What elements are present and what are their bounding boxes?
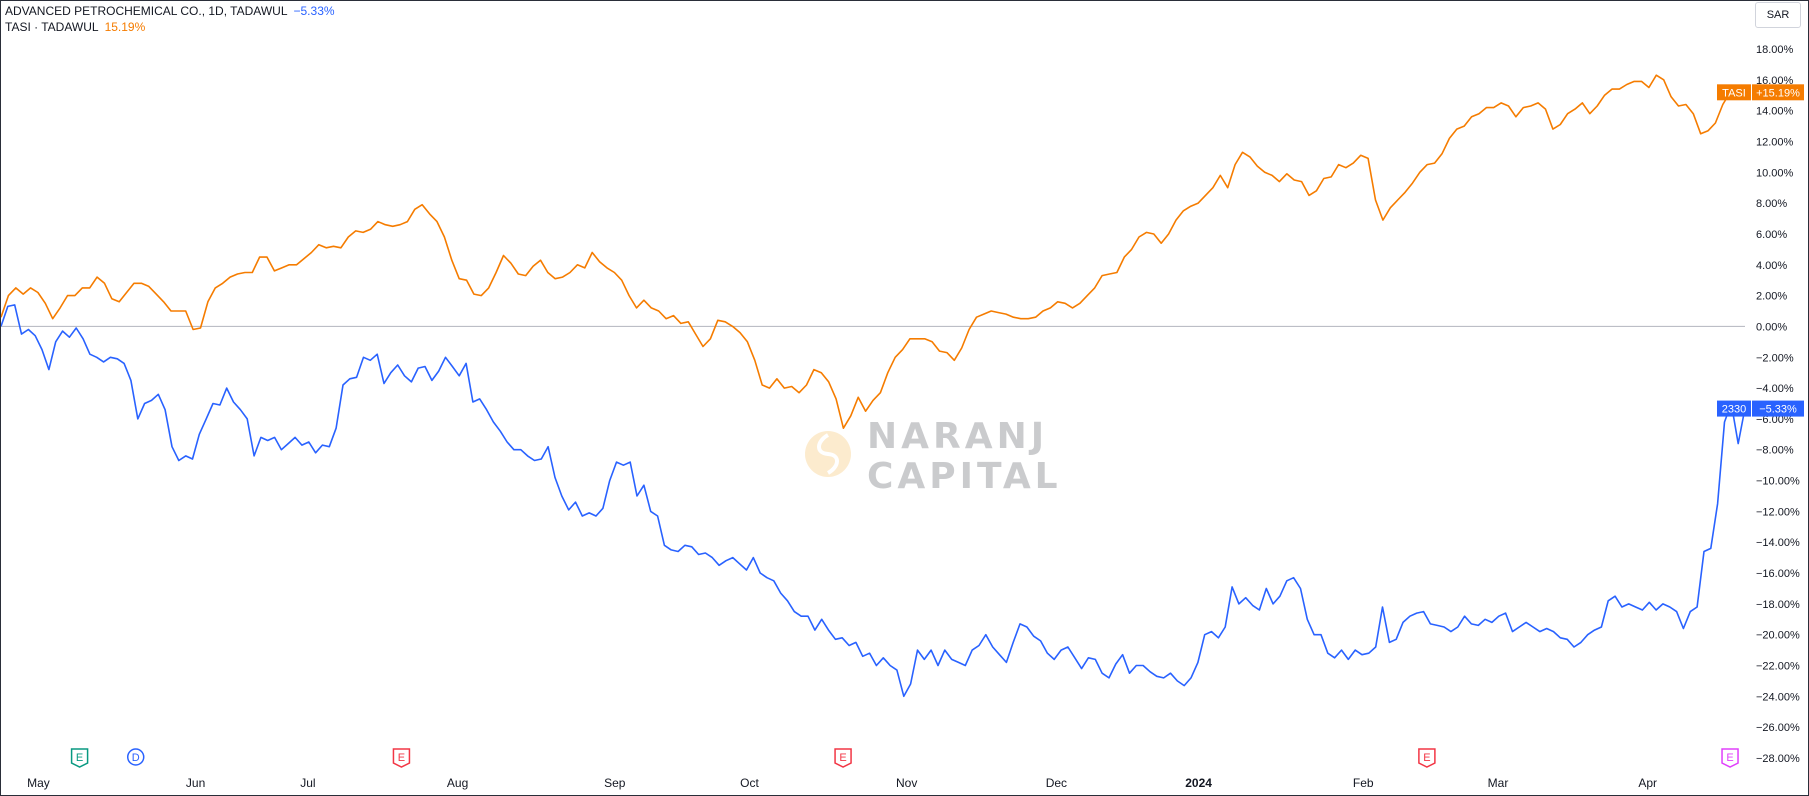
y-tick-label: 4.00%	[1756, 260, 1787, 272]
watermark-text: NARANJ CAPITAL	[867, 417, 1062, 497]
x-tick-label: 2024	[1185, 776, 1212, 790]
x-tick-label: Jul	[300, 776, 315, 790]
y-tick-label: −18.00%	[1756, 599, 1800, 611]
y-tick-label: 2.00%	[1756, 291, 1787, 303]
y-tick-label: −8.00%	[1756, 445, 1794, 457]
earnings-icon	[834, 748, 852, 768]
legend-series-1[interactable]: ADVANCED PETROCHEMICAL CO., 1D, TADAWUL −…	[5, 3, 335, 19]
legend-series-2-name: TASI · TADAWUL	[5, 20, 99, 34]
y-tick-label: −28.00%	[1756, 753, 1800, 765]
earnings-icon	[1418, 748, 1436, 768]
time-axis[interactable]: May Jun Jul Aug Sep Oct Nov Dec 2024 Feb Mar Apr	[27, 776, 1657, 790]
event-marker-label: E	[1726, 752, 1733, 764]
tag-value-box	[1752, 84, 1804, 101]
event-marker[interactable]: E	[1418, 748, 1436, 768]
event-marker-label: D	[132, 752, 140, 764]
y-tick-label: 10.00%	[1756, 167, 1794, 179]
legend-series-1-name: ADVANCED PETROCHEMICAL CO., 1D, TADAWUL	[5, 4, 288, 18]
y-tick-label: −20.00%	[1756, 630, 1800, 642]
y-tick-label: −4.00%	[1756, 383, 1794, 395]
y-tick-label: −24.00%	[1756, 691, 1800, 703]
x-tick-label: Feb	[1353, 776, 1374, 790]
legend-series-2-value: 15.19%	[104, 20, 146, 34]
series-line-2330[interactable]	[1, 304, 1746, 698]
y-tick-label: −6.00%	[1756, 414, 1794, 426]
last-value-tags: TASI +15.19% 2330 −5.33%	[1717, 84, 1804, 417]
event-marker-label: E	[76, 752, 83, 764]
y-tick-label: 18.00%	[1756, 44, 1794, 56]
x-tick-label: Apr	[1638, 776, 1657, 790]
naranj-logo-icon	[805, 431, 851, 477]
event-marker[interactable]: E	[70, 748, 89, 768]
x-tick-label: May	[27, 776, 50, 790]
y-tick-label: −22.00%	[1756, 661, 1800, 673]
x-tick-label: Jun	[186, 776, 205, 790]
y-tick-label: −14.00%	[1756, 537, 1800, 549]
x-tick-label: Oct	[740, 776, 759, 790]
tag-symbol-box	[1717, 400, 1751, 417]
tag-symbol-box	[1717, 84, 1751, 101]
event-marker[interactable]: E	[834, 748, 852, 768]
x-tick-label: Nov	[896, 776, 917, 790]
tag-symbol: TASI	[1722, 87, 1746, 99]
legend-series-1-value: −5.33%	[293, 4, 335, 18]
watermark: NARANJ CAPITAL	[803, 417, 1063, 497]
y-tick-label: 8.00%	[1756, 198, 1787, 210]
y-tick-label: 6.00%	[1756, 229, 1787, 241]
series-line-tasi[interactable]	[1, 74, 1746, 429]
y-tick-label: −12.00%	[1756, 506, 1800, 518]
watermark-line-2: CAPITAL	[867, 456, 1062, 497]
event-marker[interactable]: D	[126, 748, 145, 766]
x-tick-label: Sep	[604, 776, 626, 790]
event-marker-label: E	[398, 752, 405, 764]
dividend-icon	[126, 748, 145, 766]
tag-value: −5.33%	[1759, 404, 1797, 416]
earnings-icon	[392, 748, 411, 768]
price-axis[interactable]: 18.00% 16.00% 14.00% 12.00% 10.00% 8.00% 6.00%…	[1756, 44, 1800, 765]
event-marker-label: E	[839, 752, 846, 764]
event-marker[interactable]: E	[1721, 748, 1739, 768]
x-tick-label: Dec	[1046, 776, 1067, 790]
y-tick-label: 14.00%	[1756, 106, 1794, 118]
tag-value-box	[1752, 400, 1804, 417]
y-tick-label: −16.00%	[1756, 568, 1800, 580]
tag-value: +15.19%	[1756, 87, 1800, 99]
series-layer	[1, 74, 1746, 698]
y-tick-label: 12.00%	[1756, 136, 1794, 148]
x-tick-label: Mar	[1488, 776, 1509, 790]
y-tick-label: −10.00%	[1756, 476, 1800, 488]
y-tick-label: 0.00%	[1756, 321, 1787, 333]
earnings-icon	[1721, 748, 1739, 768]
last-value-tag-2330: 2330 −5.33%	[1717, 400, 1804, 417]
currency-button[interactable]: SAR	[1755, 2, 1801, 28]
y-tick-label: −2.00%	[1756, 352, 1794, 364]
last-value-tag-tasi: TASI +15.19%	[1717, 84, 1804, 101]
tag-symbol: 2330	[1722, 404, 1746, 416]
earnings-icon	[70, 748, 89, 768]
y-tick-label: −26.00%	[1756, 722, 1800, 734]
y-tick-label: 16.00%	[1756, 75, 1794, 87]
x-tick-label: Aug	[447, 776, 468, 790]
event-marker[interactable]: E	[392, 748, 411, 768]
watermark-line-1: NARANJ	[867, 416, 1049, 457]
legend-series-2[interactable]: TASI · TADAWUL 15.19%	[5, 19, 145, 35]
event-marker-label: E	[1423, 752, 1430, 764]
